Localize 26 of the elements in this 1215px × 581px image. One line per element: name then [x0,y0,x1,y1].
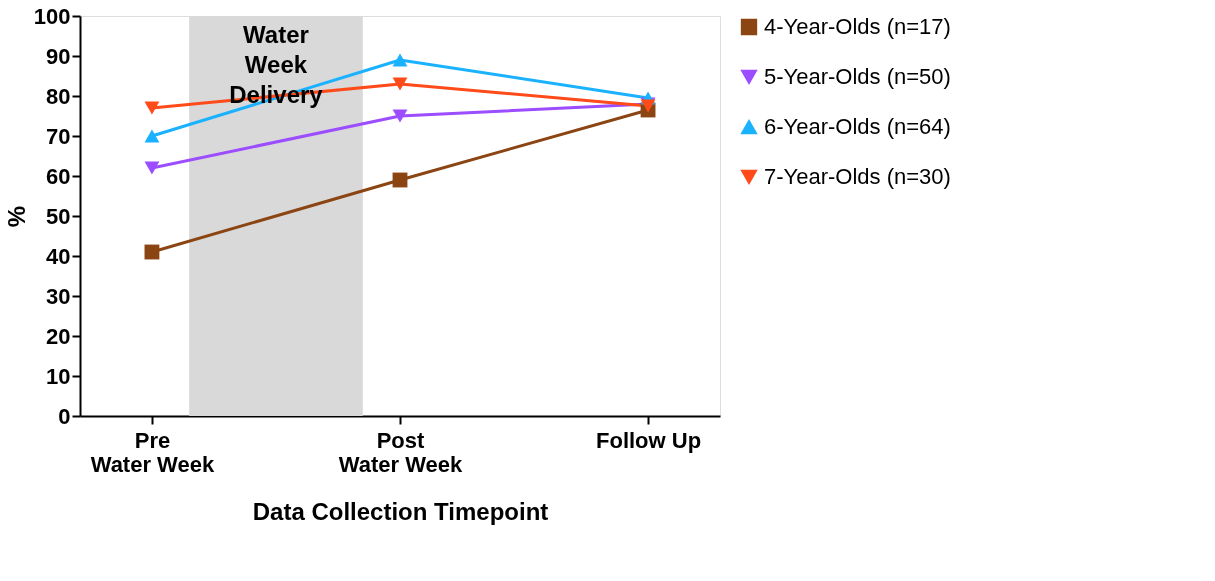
y-tick-label: 50 [46,203,71,229]
y-tick-label: 70 [46,123,71,149]
point [144,129,160,143]
y-tick-label: 60 [46,163,71,189]
legend-label: 7-Year-Olds (n=30) [764,164,951,189]
point [144,161,160,175]
legend-label: 5-Year-Olds (n=50) [764,64,951,89]
point [392,77,408,91]
point [392,53,408,67]
x-tick-label: Post Water Week [338,427,464,477]
y-tick-label: 80 [46,83,71,109]
x-tick-label: Pre Water Week [90,427,215,477]
y-tick-label: 0 [58,403,71,429]
point [144,101,160,115]
legend-label: 4-Year-Olds (n=17) [764,14,951,39]
x-tick-label: Follow Up [596,427,702,453]
legend-label: 6-Year-Olds (n=64) [764,114,951,139]
x-axis-title: Data Collection Timepoint [252,497,549,525]
y-tick-label: 30 [46,283,71,309]
y-tick-label: 40 [46,243,71,269]
y-tick-label: 10 [46,363,71,389]
y-tick-label: 100 [33,3,71,29]
y-axis-title: % [2,205,30,228]
point [392,109,408,123]
y-tick-label: 20 [46,323,71,349]
y-tick-label: 90 [46,43,71,69]
